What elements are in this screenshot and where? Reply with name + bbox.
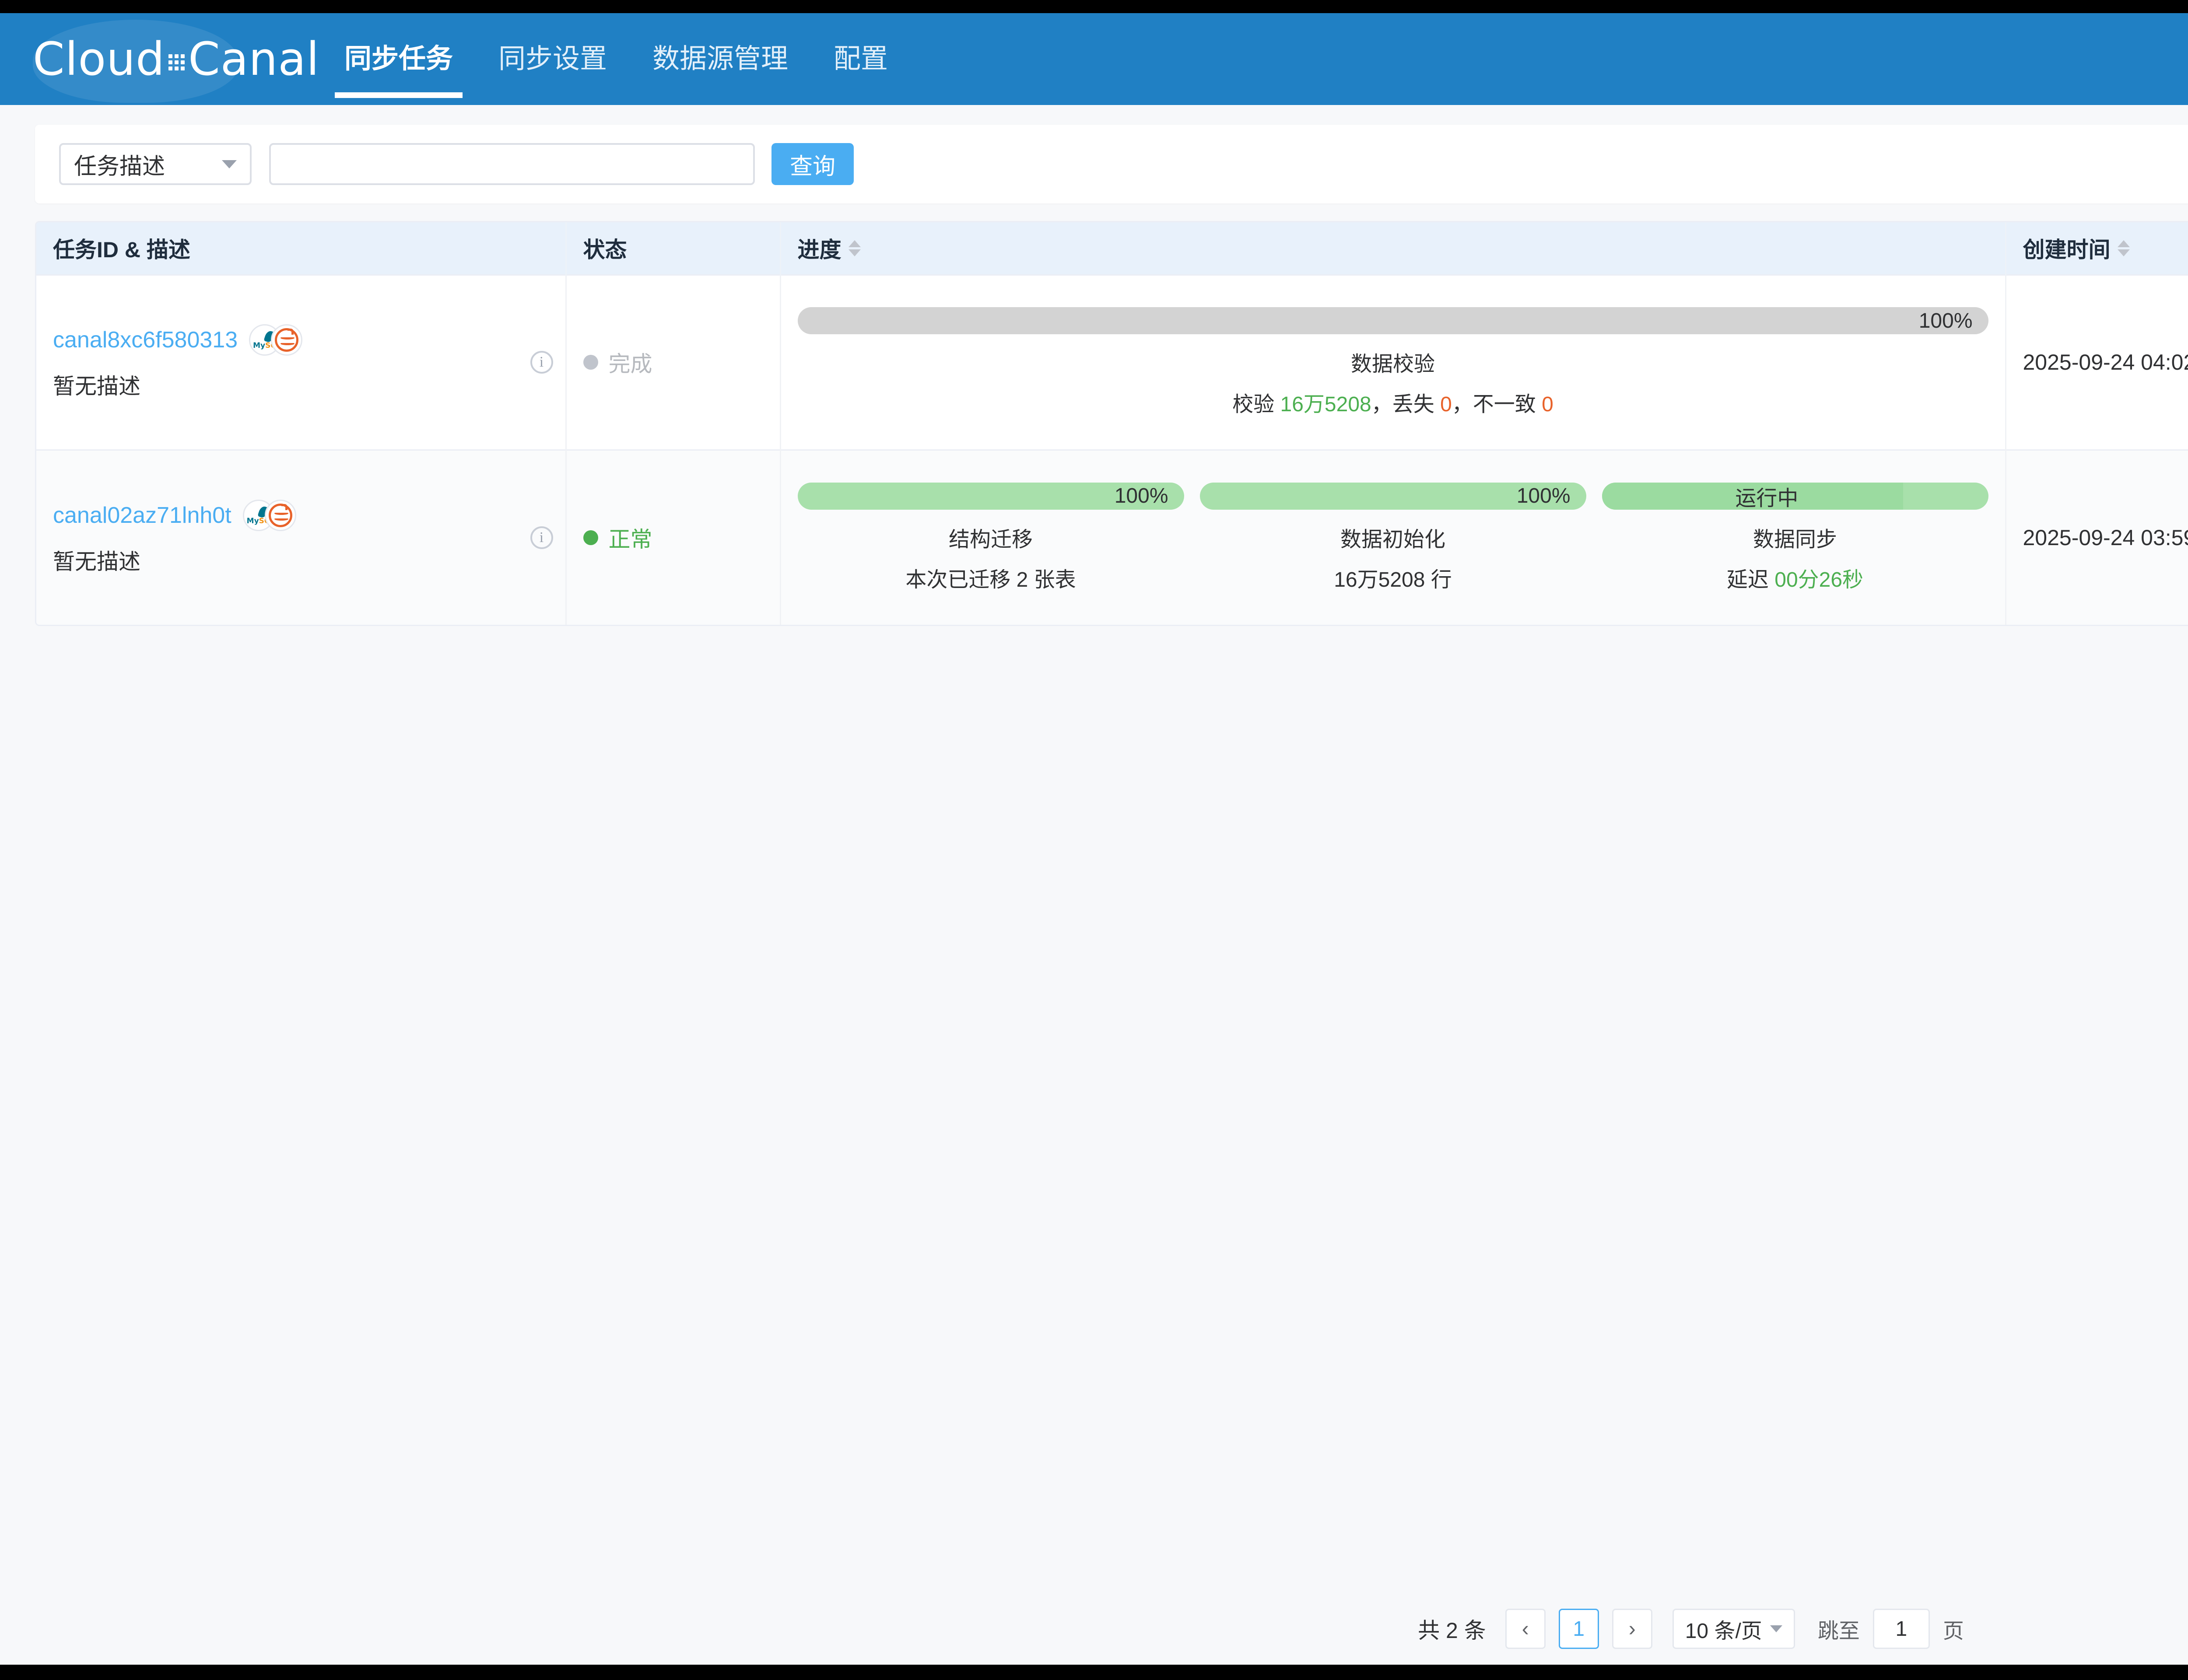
jump-unit-label: 页 (1943, 1620, 1964, 1643)
jump-page-input[interactable] (1872, 1609, 1930, 1649)
detail-prefix: 校验 (1232, 393, 1280, 416)
progress-stage-detail: 本次已迁移 2 张表 (905, 568, 1076, 592)
chevron-down-icon (222, 160, 237, 168)
progress-stage-title: 数据校验 (1350, 353, 1435, 376)
progress-stage-title: 数据同步 (1753, 528, 1837, 551)
jump-to-label: 跳至 (1817, 1620, 1860, 1643)
progress-stage-detail: 延迟 00分26秒 (1602, 562, 1988, 593)
filter-field-select[interactable]: 任务描述 (59, 143, 252, 185)
column-header-created-at[interactable]: 创建时间 (2006, 222, 2188, 275)
status-dot (583, 355, 598, 370)
prev-page-button[interactable]: ‹ (1505, 1609, 1546, 1649)
cell-task-id: canal02az71lnh0t MySQL 暂无描述 (36, 449, 567, 625)
progress-bar-label: 100% (1516, 484, 1571, 508)
progress-stage-detail: 16万5208 行 (1334, 568, 1452, 592)
progress-stage: 100% 数据校验 校验 16万5208，丢失 0，不一致 0 (797, 307, 1988, 417)
logo-text: Cloud Canal (33, 32, 319, 86)
pagination: 共 2 条 ‹ 1 › 10 条/页 跳至 页 (0, 1609, 2188, 1649)
status-badge: 正常 (608, 527, 652, 552)
table-row: canal8xc6f580313 MySQL 暂无描述 (36, 274, 2188, 450)
total-count-label: 共 2 条 (1418, 1618, 1486, 1643)
status-badge: 完成 (608, 352, 652, 376)
cell-progress: 100% 数据校验 校验 16万5208，丢失 0，不一致 0 (780, 274, 2006, 450)
search-input[interactable] (269, 143, 755, 185)
column-header-status: 状态 (566, 222, 781, 275)
nav-item-sync-settings[interactable]: 同步设置 (498, 44, 607, 74)
datasource-icons: MySQL (242, 499, 296, 531)
next-page-button[interactable]: › (1612, 1609, 1652, 1649)
column-header-task-id: 任务ID & 描述 (36, 222, 567, 275)
nav-item-sync-tasks[interactable]: 同步任务 (322, 13, 476, 105)
progress-stage-title: 结构迁移 (948, 528, 1033, 551)
filter-field-value: 任务描述 (74, 154, 165, 179)
sort-arrows-icon[interactable] (848, 240, 861, 256)
main-nav: 同步任务 同步设置 数据源管理 配置 (322, 13, 911, 105)
progress-bar-label: 运行中 (1735, 486, 1799, 510)
cell-status: 正常 (566, 449, 781, 625)
info-icon[interactable]: i (530, 526, 553, 549)
progress-bar: 运行中 (1602, 482, 1988, 510)
tasks-table: 任务ID & 描述 状态 进度 创建时间 (36, 222, 2188, 625)
page-size-select[interactable]: 10 条/页 (1672, 1609, 1795, 1649)
progress-stage-detail: 校验 16万5208，丢失 0，不一致 0 (798, 387, 1988, 417)
nav-item-datasource-management[interactable]: 数据源管理 (652, 44, 789, 74)
detail-diff-count: 0 (1542, 393, 1553, 416)
column-label: 状态 (583, 238, 627, 262)
clickhouse-icon (271, 324, 303, 356)
table-header-row: 任务ID & 描述 状态 进度 创建时间 (36, 222, 2188, 275)
detail-mid2: ，不一致 (1452, 393, 1542, 416)
progress-bar: 100% (797, 482, 1184, 510)
progress-stage: 运行中 数据同步 延迟 00分26秒 (1602, 482, 1988, 593)
progress-bar: 100% (797, 307, 1988, 334)
cell-created-at: 2025-09-24 03:59:23 (2006, 449, 2188, 625)
table-row: canal02az71lnh0t MySQL 暂无描述 (36, 449, 2188, 625)
page-size-value: 10 条/页 (1685, 1620, 1762, 1643)
info-icon[interactable]: i (530, 351, 553, 374)
page-number-1[interactable]: 1 (1558, 1609, 1599, 1649)
cloudcanal-logo[interactable]: Cloud Canal (33, 20, 319, 103)
progress-bar-label: 100% (1114, 484, 1168, 508)
progress-stage-title: 数据初始化 (1340, 528, 1445, 551)
filter-toolbar: 任务描述 查询 + 创建任务 批量处理任务 高级功能 20秒定时刷新 (35, 125, 2188, 203)
cell-status: 完成 (566, 274, 781, 450)
column-label: 创建时间 (2023, 238, 2111, 262)
query-button[interactable]: 查询 (771, 143, 854, 185)
progress-stage: 100% 数据初始化 16万5208 行 (1199, 482, 1586, 593)
column-label: 任务ID & 描述 (53, 238, 190, 262)
column-header-progress[interactable]: 进度 (780, 222, 2006, 275)
task-id-link[interactable]: canal02az71lnh0t (53, 502, 231, 528)
logo-dots-icon (168, 54, 185, 71)
detail-delay-value: 00分26秒 (1774, 568, 1864, 592)
detail-prefix: 延迟 (1726, 568, 1775, 592)
clickhouse-icon (264, 499, 296, 531)
sort-arrows-icon[interactable] (2117, 240, 2130, 256)
detail-checked-count: 16万5208 (1280, 393, 1371, 416)
detail-mid: ，丢失 (1371, 393, 1441, 416)
nav-item-config[interactable]: 配置 (834, 44, 888, 74)
progress-bar: 100% (1199, 482, 1586, 510)
logo-text-left: Cloud (33, 32, 165, 86)
chevron-down-icon (1770, 1625, 1782, 1632)
task-id-link[interactable]: canal8xc6f580313 (53, 327, 238, 353)
cell-created-at: 2025-09-24 04:02:47 (2006, 274, 2188, 450)
progress-stage: 100% 结构迁移 本次已迁移 2 张表 (797, 482, 1184, 593)
logo-text-right: Canal (188, 32, 319, 86)
column-label: 进度 (797, 238, 842, 262)
task-description: 暂无描述 (53, 374, 140, 399)
status-dot (583, 530, 598, 545)
datasource-icons: MySQL (249, 324, 303, 356)
table-body: canal8xc6f580313 MySQL 暂无描述 (36, 274, 2188, 625)
detail-lost-count: 0 (1440, 393, 1452, 416)
cell-progress: 100% 结构迁移 本次已迁移 2 张表 100% 数据初始化 16万52 (780, 449, 2006, 625)
task-description: 暂无描述 (53, 549, 140, 574)
table-head: 任务ID & 描述 状态 进度 创建时间 (36, 222, 2188, 275)
progress-bar-label: 100% (1918, 309, 1973, 332)
tasks-table-card: 任务ID & 描述 状态 进度 创建时间 (35, 221, 2188, 626)
cell-task-id: canal8xc6f580313 MySQL 暂无描述 (36, 274, 567, 450)
